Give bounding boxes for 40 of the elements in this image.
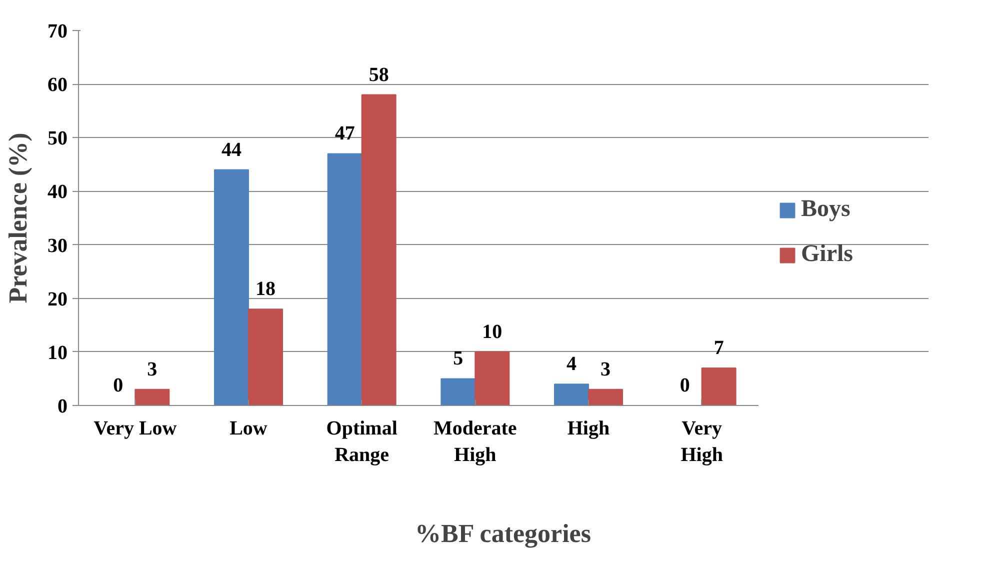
y-tick-label: 10 [48, 342, 68, 364]
data-label: 47 [334, 122, 355, 145]
legend-label: Girls [801, 241, 853, 268]
x-tick-label: High [567, 418, 610, 440]
data-label: 7 [714, 337, 724, 359]
data-label: 4 [566, 353, 576, 376]
y-axis-title: Prevalence (%) [4, 132, 32, 304]
legend-label: Boys [801, 196, 850, 223]
data-label: 5 [453, 348, 464, 370]
x-tick-label: Moderate High [434, 418, 517, 466]
bar [701, 368, 736, 406]
bar [588, 388, 623, 406]
data-label: 58 [368, 64, 389, 86]
x-tick-label: Optimal Range [326, 418, 398, 466]
bar [327, 153, 362, 406]
bar [134, 388, 170, 406]
data-label: 10 [482, 320, 502, 343]
y-tick-label: 60 [48, 74, 68, 96]
bar [214, 169, 249, 406]
x-tick-label: Very High [680, 418, 723, 466]
data-label: 44 [222, 138, 242, 161]
data-label: 0 [680, 374, 690, 396]
y-tick-label: 50 [48, 128, 68, 150]
bar [440, 378, 476, 406]
data-label: 18 [256, 278, 276, 300]
x-axis-title: %BF categories [415, 518, 591, 548]
data-label: 3 [600, 358, 610, 380]
data-label: 0 [113, 374, 124, 396]
bar [554, 384, 589, 406]
x-tick-label: Very Low [94, 418, 178, 440]
y-tick-label: 20 [48, 288, 68, 310]
bar [248, 308, 283, 406]
y-tick-label: 30 [48, 234, 68, 257]
data-label: 3 [147, 358, 158, 380]
y-tick-label: 40 [48, 181, 68, 204]
y-tick-label: 70 [48, 20, 68, 42]
x-tick-label: Low [230, 418, 268, 440]
bar [361, 94, 396, 406]
y-tick-label: 0 [58, 396, 68, 418]
bar [474, 351, 510, 406]
